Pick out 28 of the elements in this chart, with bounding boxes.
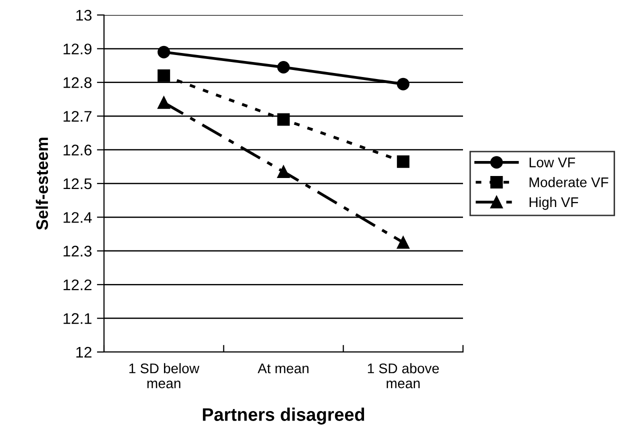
x-tick-label: 1 SD below mean [129,363,200,388]
y-tick-label: 12.8 [64,77,92,88]
point [158,96,170,109]
point [396,78,410,90]
x-tick-label: At mean [258,364,308,374]
point [158,69,170,82]
y-tick-label: 12.3 [64,246,92,257]
point [158,46,170,58]
y-tick-label: 12.2 [64,279,92,290]
point [396,155,410,168]
point [277,60,290,74]
y-tick-label: 12.4 [64,212,92,223]
y-tick-label: 12.9 [64,44,92,54]
y-tick-label: 13 [76,10,92,21]
x-axis-title: Partners disagreed [202,408,364,425]
y-tick-label: 12.6 [64,144,92,156]
y-tick-label: 12.1 [64,313,92,324]
y-axis-title: Self-esteem [36,138,48,230]
legend-label: Moderate VF [530,177,608,188]
x-tick-label: 1 SD above mean [368,363,439,388]
legend-label: High VF [530,196,578,210]
point [396,236,410,249]
y-tick-label: 12.5 [64,178,92,190]
point [277,113,290,126]
y-tick-label: 12 [76,346,92,358]
point [277,165,290,178]
legend-label: Low VF [530,158,576,168]
y-tick-label: 12.7 [64,110,92,122]
